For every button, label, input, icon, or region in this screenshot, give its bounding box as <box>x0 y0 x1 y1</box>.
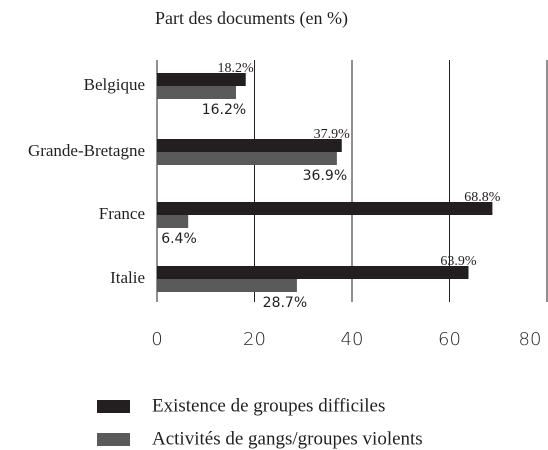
value-label: 16.2% <box>202 102 246 118</box>
value-label: 68.8% <box>464 190 501 205</box>
chart-title: Part des documents (en %) <box>155 8 348 29</box>
y-tick-label: France <box>99 204 145 223</box>
bar <box>157 202 493 215</box>
bar <box>157 215 189 228</box>
y-tick-label: Grande-Bretagne <box>28 141 145 160</box>
bar <box>157 86 236 99</box>
bar <box>157 266 469 279</box>
legend-label: Activités de gangs/groupes violents <box>152 428 423 449</box>
bar <box>157 152 337 165</box>
x-tick-label: 0 <box>151 329 162 350</box>
y-tick-label: Italie <box>110 268 145 287</box>
value-label: 6.4% <box>161 231 197 247</box>
value-label: 28.7% <box>263 295 307 311</box>
bar <box>157 279 297 292</box>
y-tick-label: Belgique <box>84 75 145 94</box>
bar <box>157 139 342 152</box>
x-tick-label: 40 <box>341 329 364 350</box>
legend-swatch <box>97 400 130 413</box>
value-label: 36.9% <box>303 168 347 184</box>
legend-label: Existence de groupes difficiles <box>152 395 385 416</box>
value-label: 37.9% <box>314 127 351 142</box>
x-tick-label: 60 <box>438 329 461 350</box>
legend-swatch <box>97 433 130 446</box>
x-tick-label: 80 <box>519 329 542 350</box>
value-label: 63.9% <box>440 254 477 269</box>
bar <box>157 73 246 86</box>
x-tick-label: 20 <box>243 329 266 350</box>
value-label: 18.2% <box>218 61 255 76</box>
